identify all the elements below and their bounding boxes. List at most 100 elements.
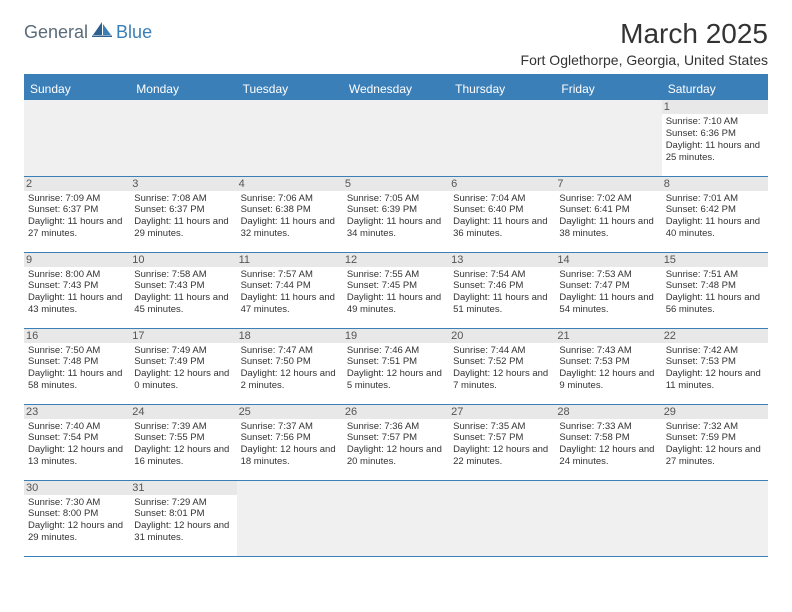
calendar-row: 30 Sunrise: 7:30 AMSunset: 8:00 PMDayligh… — [24, 480, 768, 556]
calendar-cell: 21Sunrise: 7:43 AMSunset: 7:53 PMDayligh… — [555, 328, 661, 404]
day-details: Sunrise: 7:54 AMSunset: 7:46 PMDaylight:… — [453, 269, 551, 317]
day-details: Sunrise: 7:36 AMSunset: 7:57 PMDaylight:… — [347, 421, 445, 469]
calendar-cell: . — [555, 100, 661, 176]
calendar-cell: . — [449, 100, 555, 176]
day-details: Sunrise: 7:47 AMSunset: 7:50 PMDaylight:… — [241, 345, 339, 393]
calendar-cell: 15Sunrise: 7:51 AMSunset: 7:48 PMDayligh… — [662, 252, 768, 328]
day-details: Sunrise: 7:30 AMSunset: 8:00 PMDaylight:… — [28, 497, 126, 545]
day-number: 30 — [24, 481, 130, 495]
calendar-cell: 22Sunrise: 7:42 AMSunset: 7:53 PMDayligh… — [662, 328, 768, 404]
day-number: 28 — [555, 405, 661, 419]
calendar-body: ......1Sunrise: 7:10 AMSunset: 6:36 PMDa… — [24, 100, 768, 556]
calendar-table: Sunday Monday Tuesday Wednesday Thursday… — [24, 78, 768, 557]
day-details: Sunrise: 7:58 AMSunset: 7:43 PMDaylight:… — [134, 269, 232, 317]
calendar-cell: 31Sunrise: 7:29 AMSunset: 8:01 PMDayligh… — [130, 480, 236, 556]
day-details: Sunrise: 7:50 AMSunset: 7:48 PMDaylight:… — [28, 345, 126, 393]
day-number: 7 — [555, 177, 661, 191]
calendar-header-row: Sunday Monday Tuesday Wednesday Thursday… — [24, 78, 768, 100]
day-number: 2 — [24, 177, 130, 191]
calendar-cell: 24Sunrise: 7:39 AMSunset: 7:55 PMDayligh… — [130, 404, 236, 480]
calendar-cell: . — [343, 100, 449, 176]
day-details: Sunrise: 7:08 AMSunset: 6:37 PMDaylight:… — [134, 193, 232, 241]
calendar-cell: 5Sunrise: 7:05 AMSunset: 6:39 PMDaylight… — [343, 176, 449, 252]
calendar-cell: 19 Sunrise: 7:46 AMSunset: 7:51 PMDayligh… — [343, 328, 449, 404]
day-details: Sunrise: 7:02 AMSunset: 6:41 PMDaylight:… — [559, 193, 657, 241]
col-monday: Monday — [130, 78, 236, 100]
calendar-row: 23 Sunrise: 7:40 AMSunset: 7:54 PMDayligh… — [24, 404, 768, 480]
day-number: 27 — [449, 405, 555, 419]
calendar-cell: 7 Sunrise: 7:02 AMSunset: 6:41 PMDaylight… — [555, 176, 661, 252]
day-details: Sunrise: 7:35 AMSunset: 7:57 PMDaylight:… — [453, 421, 551, 469]
day-number: 12 — [343, 253, 449, 267]
calendar-row: 2 Sunrise: 7:09 AMSunset: 6:37 PMDaylight… — [24, 176, 768, 252]
day-number: 5 — [343, 177, 449, 191]
calendar-cell: 18 Sunrise: 7:47 AMSunset: 7:50 PMDayligh… — [237, 328, 343, 404]
day-details: Sunrise: 7:49 AMSunset: 7:49 PMDaylight:… — [134, 345, 232, 393]
calendar-cell: . — [343, 480, 449, 556]
calendar-cell: . — [237, 480, 343, 556]
calendar-cell: 12 Sunrise: 7:55 AMSunset: 7:45 PMDayligh… — [343, 252, 449, 328]
calendar-cell: 3Sunrise: 7:08 AMSunset: 6:37 PMDaylight… — [130, 176, 236, 252]
day-number: 8 — [662, 177, 768, 191]
header: General Blue March 2025 Fort Oglethorpe,… — [24, 18, 768, 68]
day-details: Sunrise: 7:01 AMSunset: 6:42 PMDaylight:… — [666, 193, 764, 241]
day-number: 14 — [555, 253, 661, 267]
day-details: Sunrise: 7:40 AMSunset: 7:54 PMDaylight:… — [28, 421, 126, 469]
day-number: 9 — [24, 253, 130, 267]
day-number: 6 — [449, 177, 555, 191]
day-number: 19 — [343, 329, 449, 343]
calendar-cell: 9 Sunrise: 8:00 AMSunset: 7:43 PMDaylight… — [24, 252, 130, 328]
calendar-cell: 28 Sunrise: 7:33 AMSunset: 7:58 PMDayligh… — [555, 404, 661, 480]
calendar-row: 9 Sunrise: 8:00 AMSunset: 7:43 PMDaylight… — [24, 252, 768, 328]
day-details: Sunrise: 7:06 AMSunset: 6:38 PMDaylight:… — [241, 193, 339, 241]
day-number: 23 — [24, 405, 130, 419]
day-number: 31 — [130, 481, 236, 495]
day-details: Sunrise: 7:32 AMSunset: 7:59 PMDaylight:… — [666, 421, 764, 469]
day-details: Sunrise: 7:55 AMSunset: 7:45 PMDaylight:… — [347, 269, 445, 317]
calendar-cell: 4 Sunrise: 7:06 AMSunset: 6:38 PMDaylight… — [237, 176, 343, 252]
col-sunday: Sunday — [24, 78, 130, 100]
calendar-cell: . — [662, 480, 768, 556]
day-details: Sunrise: 7:33 AMSunset: 7:58 PMDaylight:… — [559, 421, 657, 469]
calendar-cell: . — [555, 480, 661, 556]
calendar-cell: 10 Sunrise: 7:58 AMSunset: 7:43 PMDayligh… — [130, 252, 236, 328]
month-title: March 2025 — [521, 18, 768, 50]
day-number: 4 — [237, 177, 343, 191]
day-number: 15 — [662, 253, 768, 267]
day-details: Sunrise: 7:46 AMSunset: 7:51 PMDaylight:… — [347, 345, 445, 393]
calendar-cell: 2 Sunrise: 7:09 AMSunset: 6:37 PMDaylight… — [24, 176, 130, 252]
day-details: Sunrise: 7:43 AMSunset: 7:53 PMDaylight:… — [559, 345, 657, 393]
day-number: 29 — [662, 405, 768, 419]
calendar-cell: 17 Sunrise: 7:49 AMSunset: 7:49 PMDayligh… — [130, 328, 236, 404]
calendar-cell: . — [24, 100, 130, 176]
day-details: Sunrise: 7:10 AMSunset: 6:36 PMDaylight:… — [666, 116, 764, 164]
calendar-cell: 29 Sunrise: 7:32 AMSunset: 7:59 PMDayligh… — [662, 404, 768, 480]
calendar-cell: 27 Sunrise: 7:35 AMSunset: 7:57 PMDayligh… — [449, 404, 555, 480]
col-friday: Friday — [555, 78, 661, 100]
logo-sail-icon — [92, 20, 114, 43]
calendar-cell: 26Sunrise: 7:36 AMSunset: 7:57 PMDayligh… — [343, 404, 449, 480]
calendar-row: ......1Sunrise: 7:10 AMSunset: 6:36 PMDa… — [24, 100, 768, 176]
day-number: 25 — [237, 405, 343, 419]
day-details: Sunrise: 7:42 AMSunset: 7:53 PMDaylight:… — [666, 345, 764, 393]
day-number: 16 — [24, 329, 130, 343]
day-number: 13 — [449, 253, 555, 267]
day-details: Sunrise: 7:04 AMSunset: 6:40 PMDaylight:… — [453, 193, 551, 241]
calendar-row: 16 Sunrise: 7:50 AMSunset: 7:48 PMDayligh… — [24, 328, 768, 404]
title-block: March 2025 Fort Oglethorpe, Georgia, Uni… — [521, 18, 768, 68]
day-number: 10 — [130, 253, 236, 267]
logo-text-general: General — [24, 22, 88, 43]
calendar-cell: 6 Sunrise: 7:04 AMSunset: 6:40 PMDaylight… — [449, 176, 555, 252]
day-number: 18 — [237, 329, 343, 343]
day-number: 17 — [130, 329, 236, 343]
calendar-cell: 11Sunrise: 7:57 AMSunset: 7:44 PMDayligh… — [237, 252, 343, 328]
day-details: Sunrise: 8:00 AMSunset: 7:43 PMDaylight:… — [28, 269, 126, 317]
day-number: 20 — [449, 329, 555, 343]
logo: General Blue — [24, 22, 152, 43]
day-details: Sunrise: 7:44 AMSunset: 7:52 PMDaylight:… — [453, 345, 551, 393]
calendar-cell: 20 Sunrise: 7:44 AMSunset: 7:52 PMDayligh… — [449, 328, 555, 404]
calendar-cell: 16 Sunrise: 7:50 AMSunset: 7:48 PMDayligh… — [24, 328, 130, 404]
day-details: Sunrise: 7:09 AMSunset: 6:37 PMDaylight:… — [28, 193, 126, 241]
location-text: Fort Oglethorpe, Georgia, United States — [521, 52, 768, 68]
calendar-cell: 13 Sunrise: 7:54 AMSunset: 7:46 PMDayligh… — [449, 252, 555, 328]
